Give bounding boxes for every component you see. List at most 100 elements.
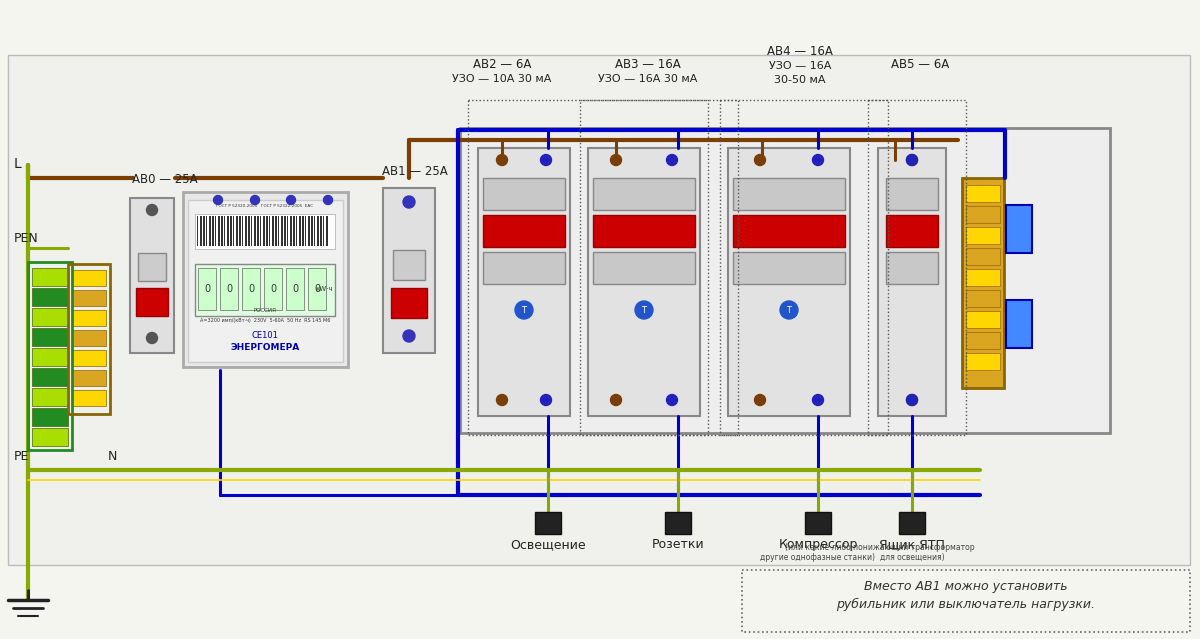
Bar (281, 216, 282, 246)
Text: 30-50 мА: 30-50 мА (774, 75, 826, 85)
Text: L: L (14, 157, 22, 171)
Bar (32, 408, 68, 426)
Bar (302, 216, 304, 246)
Bar (72, 390, 106, 406)
Bar (242, 268, 260, 310)
Bar (311, 216, 312, 246)
Text: 0: 0 (248, 284, 254, 294)
Bar (394, 250, 425, 280)
Text: 0: 0 (314, 284, 320, 294)
Bar (868, 100, 966, 435)
Text: кW·ч: кW·ч (316, 286, 334, 292)
Bar (209, 216, 210, 246)
Bar (1006, 300, 1032, 348)
Bar (184, 192, 348, 367)
Bar (899, 512, 925, 534)
Bar (805, 512, 830, 534)
Bar (266, 216, 268, 246)
Bar (1006, 205, 1032, 253)
Text: АВ2 — 6А: АВ2 — 6А (473, 58, 532, 71)
Circle shape (611, 394, 622, 406)
Text: рубильник или выключатель нагрузки.: рубильник или выключатель нагрузки. (836, 598, 1096, 611)
Bar (966, 206, 1000, 223)
Bar (966, 269, 1000, 286)
Bar (257, 216, 258, 246)
Text: Розетки: Розетки (652, 538, 704, 551)
Text: АВ4 — 16А: АВ4 — 16А (767, 45, 833, 58)
Text: АВ5 — 6А: АВ5 — 6А (890, 58, 949, 71)
Bar (221, 216, 222, 246)
Bar (284, 216, 286, 246)
Text: Вместо АВ1 можно установить: Вместо АВ1 можно установить (864, 580, 1068, 593)
Bar (580, 100, 738, 435)
Bar (32, 268, 68, 286)
Circle shape (780, 301, 798, 319)
Bar (272, 216, 274, 246)
Bar (468, 100, 708, 435)
Circle shape (403, 330, 415, 342)
Bar (32, 308, 68, 326)
Text: РОССИЯ: РОССИЯ (253, 307, 276, 312)
Bar (212, 216, 214, 246)
Bar (248, 216, 250, 246)
Circle shape (611, 155, 622, 166)
Circle shape (812, 155, 823, 166)
Circle shape (906, 155, 918, 166)
Bar (742, 570, 1190, 632)
Bar (966, 332, 1000, 349)
Circle shape (146, 332, 157, 344)
Bar (878, 148, 946, 416)
Bar (8, 55, 1190, 565)
Text: АВ3 — 16А: АВ3 — 16А (616, 58, 680, 71)
Circle shape (906, 155, 918, 166)
Text: УЗО — 10А 30 мА: УЗО — 10А 30 мА (452, 74, 552, 84)
Text: T: T (642, 305, 647, 314)
Bar (482, 252, 565, 284)
Bar (728, 148, 850, 416)
Bar (290, 216, 292, 246)
Circle shape (812, 394, 823, 406)
Bar (32, 288, 68, 306)
Bar (482, 178, 565, 210)
Text: УЗО — 16А 30 мА: УЗО — 16А 30 мА (599, 74, 697, 84)
Text: N: N (108, 450, 118, 463)
Text: 0: 0 (292, 284, 298, 294)
Bar (68, 264, 110, 414)
Bar (720, 100, 888, 435)
Bar (32, 388, 68, 406)
Text: (понижающий трансформатор
для освещения): (понижающий трансформатор для освещения) (850, 543, 974, 562)
Bar (535, 512, 560, 534)
Circle shape (666, 155, 678, 166)
Bar (200, 216, 202, 246)
Bar (275, 216, 276, 246)
Circle shape (214, 196, 222, 204)
Bar (188, 200, 343, 362)
Bar (966, 248, 1000, 265)
Text: T: T (522, 305, 527, 314)
Bar (138, 253, 166, 281)
Bar (317, 216, 318, 246)
Bar (218, 216, 220, 246)
Text: 0: 0 (226, 284, 232, 294)
Bar (32, 348, 68, 366)
Bar (239, 216, 240, 246)
Circle shape (403, 196, 415, 208)
Circle shape (324, 196, 332, 204)
Text: PE: PE (14, 450, 29, 463)
Bar (308, 216, 310, 246)
Bar (72, 290, 106, 306)
Bar (130, 198, 174, 353)
Bar (962, 178, 1004, 388)
Text: Компрессор: Компрессор (779, 538, 858, 551)
Bar (966, 290, 1000, 307)
Circle shape (755, 155, 766, 166)
Bar (733, 252, 845, 284)
Circle shape (515, 301, 533, 319)
Bar (196, 214, 335, 249)
Bar (245, 216, 246, 246)
Bar (230, 216, 232, 246)
Bar (32, 368, 68, 386)
Bar (263, 216, 264, 246)
Bar (886, 252, 938, 284)
Bar (196, 264, 335, 316)
